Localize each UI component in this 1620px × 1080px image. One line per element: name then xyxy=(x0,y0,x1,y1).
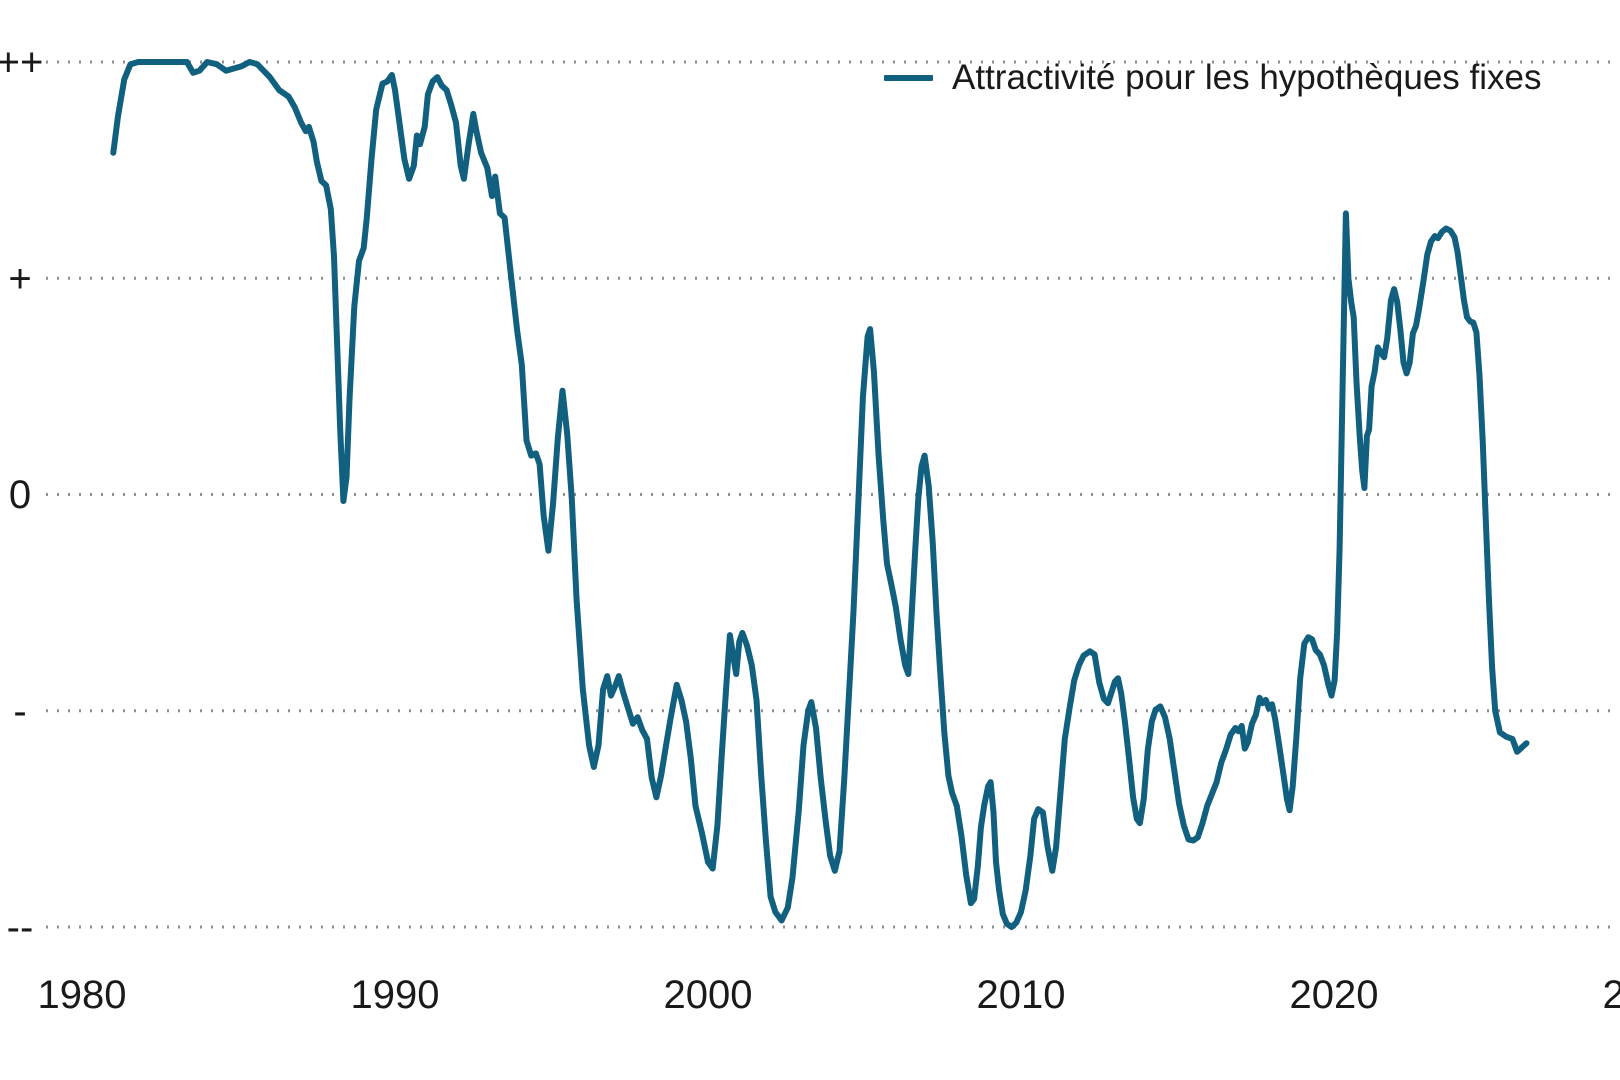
x-tick-label: 2010 xyxy=(977,973,1066,1017)
legend: Attractivité pour les hypothèques fixes xyxy=(884,56,1541,100)
gridlines xyxy=(46,60,1618,929)
legend-label: Attractivité pour les hypothèques fixes xyxy=(952,58,1542,97)
x-tick-label: 1980 xyxy=(38,973,127,1017)
x-axis-labels: 1980 1990 2000 2010 2020 2030 xyxy=(38,973,1620,1017)
y-tick-label: + xyxy=(8,257,31,301)
legend-line-swatch xyxy=(884,75,933,81)
series-line xyxy=(110,59,1530,930)
x-tick-label: 2000 xyxy=(664,973,753,1017)
y-tick-label: ++ xyxy=(0,41,43,85)
y-tick-label: - xyxy=(13,689,26,733)
y-tick-label: 0 xyxy=(9,473,31,517)
y-tick-label: -- xyxy=(7,906,34,950)
y-axis-labels: +++0--- xyxy=(0,41,43,950)
x-tick-label: 2030 xyxy=(1603,973,1620,1017)
x-tick-label: 1990 xyxy=(351,973,440,1017)
x-tick-label: 2020 xyxy=(1290,973,1379,1017)
